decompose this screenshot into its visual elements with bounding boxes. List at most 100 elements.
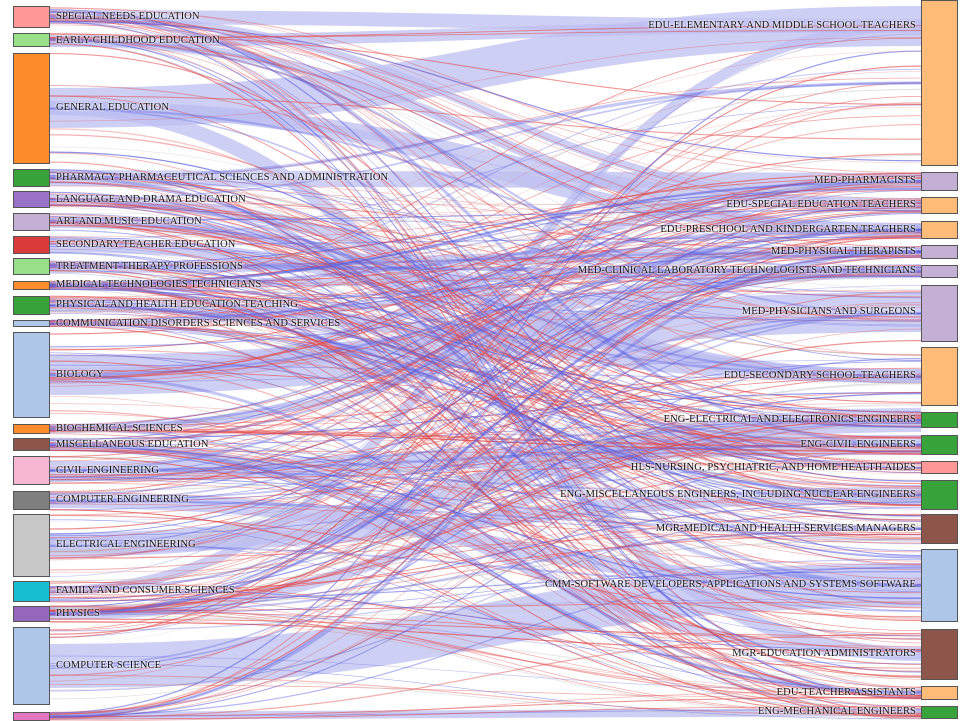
flow-line-33 [49, 207, 922, 561]
major-node-16 [13, 514, 50, 577]
flow-line-12 [49, 34, 922, 290]
flow-line-352 [49, 211, 922, 493]
flow-line-186 [49, 525, 922, 573]
flow-line-74 [49, 297, 922, 322]
flow-line-180 [49, 211, 922, 615]
flow-line-303 [49, 210, 922, 682]
occupation-label-16: ENG-MECHANICAL ENGINEERS [757, 706, 916, 717]
occupation-node-2 [921, 197, 958, 214]
flow-line-144 [49, 205, 922, 326]
flow-line-40 [49, 188, 922, 265]
flow-line-392 [49, 177, 922, 379]
flow-line-7 [49, 37, 922, 324]
flow-line-294 [49, 433, 922, 634]
major-node-14 [13, 456, 50, 485]
flow-line-397 [49, 606, 922, 716]
flow-line-184 [49, 71, 922, 321]
flow-line-334 [49, 236, 922, 422]
flow-line-381 [49, 301, 922, 688]
flow-line-315 [49, 30, 922, 39]
flow-line-82 [49, 231, 922, 387]
flow-line-388 [49, 181, 922, 498]
major-label-8: MEDICAL TECHNOLOGIES TECHNICIANS [56, 279, 262, 290]
flow-line-353 [49, 369, 922, 418]
flow-line-285 [49, 77, 922, 180]
major-label-18: PHYSICS [56, 608, 100, 619]
flow-line-351 [49, 348, 922, 446]
flow-line-273 [49, 177, 922, 294]
flow-line-242 [49, 82, 922, 616]
flow-line-413 [49, 9, 922, 557]
flow-line-260 [49, 300, 922, 453]
flow-line-393 [49, 367, 922, 478]
flow-strand-28 [49, 250, 922, 377]
flow-line-158 [49, 415, 922, 511]
flow-line-70 [49, 255, 922, 326]
flow-band-5 [49, 170, 922, 189]
flow-line-415 [49, 676, 922, 719]
flow-line-181 [49, 421, 922, 588]
flow-line-343 [49, 505, 922, 589]
flow-line-93 [49, 38, 922, 257]
flow-line-394 [49, 373, 922, 428]
major-node-8 [13, 281, 50, 290]
flow-line-232 [49, 275, 922, 348]
flow-line-342 [49, 605, 922, 700]
flow-line-257 [49, 421, 922, 713]
flow-line-378 [49, 174, 922, 428]
occupation-node-9 [921, 435, 958, 455]
flow-line-262 [49, 357, 922, 669]
flow-line-252 [49, 236, 922, 245]
flow-line-182 [49, 608, 922, 718]
flow-strand-27 [49, 38, 922, 315]
flow-line-206 [49, 395, 922, 697]
flow-line-94 [49, 674, 922, 716]
major-node-20 [13, 712, 50, 721]
flow-line-379 [49, 705, 922, 720]
flow-line-263 [49, 221, 922, 678]
major-node-12 [13, 424, 50, 434]
flow-line-272 [49, 177, 922, 356]
major-node-6 [13, 236, 50, 254]
flow-line-375 [49, 172, 922, 299]
major-node-19 [13, 627, 50, 705]
flow-line-238 [49, 618, 922, 637]
flow-line-355 [49, 88, 922, 283]
flow-line-368 [49, 571, 922, 602]
flow-strand-10 [49, 228, 922, 288]
major-label-16: ELECTRICAL ENGINEERING [56, 539, 196, 550]
flow-line-306 [49, 213, 922, 235]
flow-line-65 [49, 604, 922, 620]
flow-line-233 [49, 449, 922, 651]
flow-line-327 [49, 608, 922, 665]
flow-line-142 [49, 476, 922, 530]
major-node-4 [13, 191, 50, 208]
flow-strand-21 [49, 283, 922, 588]
flow-strand-37 [49, 251, 922, 615]
flow-line-241 [49, 214, 922, 384]
occupation-label-0: EDU-ELEMENTARY AND MIDDLE SCHOOL TEACHER… [648, 20, 916, 31]
major-node-10 [13, 320, 50, 327]
flow-line-308 [49, 443, 922, 503]
major-label-11: BIOLOGY [56, 369, 104, 380]
flow-strand-14 [49, 228, 922, 446]
flow-line-24 [49, 449, 922, 640]
flow-line-105 [49, 452, 922, 476]
flow-line-43 [49, 220, 922, 493]
flow-line-119 [49, 209, 922, 221]
flow-line-364 [49, 418, 922, 612]
occupation-label-8: ENG-ELECTRICAL AND ELECTRONICS ENGINEERS [663, 414, 916, 425]
flow-strand-19 [49, 15, 922, 447]
flow-line-409 [49, 450, 922, 544]
flow-line-365 [49, 203, 922, 243]
occupation-node-8 [921, 412, 958, 428]
flow-line-417 [49, 252, 922, 272]
flow-line-203 [49, 224, 922, 327]
major-label-6: SECONDARY TEACHER EDUCATION [56, 239, 236, 250]
flow-line-356 [49, 302, 922, 557]
major-node-0 [13, 6, 50, 28]
flow-line-188 [49, 203, 922, 580]
flow-line-240 [49, 376, 922, 484]
occupation-node-16 [921, 706, 958, 719]
flow-line-30 [49, 7, 922, 200]
